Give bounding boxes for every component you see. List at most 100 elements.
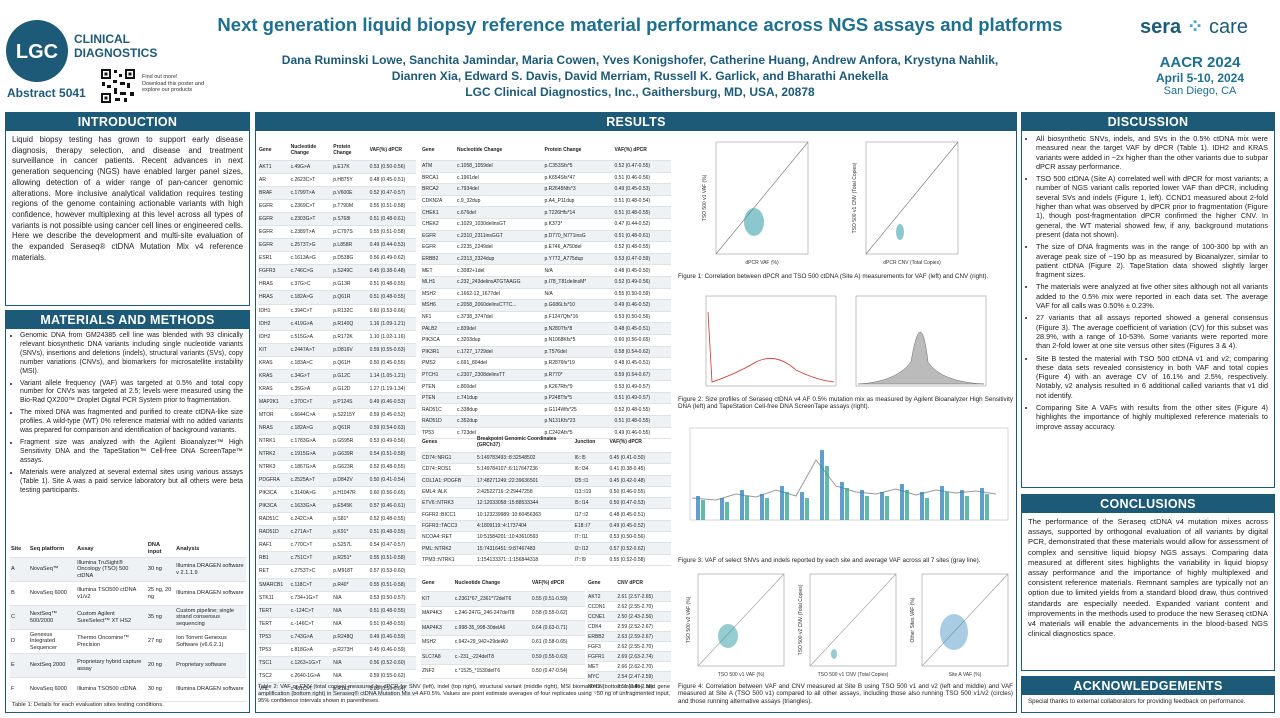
- table-row: D Genexus Integrated Sequencer Thermo Onco…: [10, 629, 246, 654]
- table-cell: EML4::ALK: [421, 486, 476, 499]
- table-cell: RAD51C: [258, 512, 290, 527]
- table-row: PALB2 c.839del p.N280Tfs*8 0.48 (0.45-0.51): [421, 322, 671, 335]
- table-cell: KRAS: [258, 382, 290, 396]
- table-cell: 0.51 (0.49-0.57): [613, 392, 671, 405]
- table-cell: NextSeq 2000: [28, 653, 77, 678]
- table-cell: IDH2: [258, 330, 290, 344]
- table-cell: p.G686Lfs*10: [543, 299, 614, 312]
- table-cell: 1.16 (1.09-1.21): [368, 317, 416, 331]
- table-row: KIT c.2447A>T p.D816V 0.59 (0.55-0.63): [258, 343, 416, 357]
- indel-table: Gene Nucleotide Change Protein Change VAF(%…: [421, 140, 671, 440]
- table-cell: 0.56 (0.52-0.60): [368, 656, 416, 670]
- table-cell: 0.58 (0.54-0.62): [613, 346, 671, 359]
- table-cell: I13::I19: [573, 486, 609, 499]
- table-cell: F: [10, 677, 29, 702]
- table-cell: EGFR: [258, 199, 290, 214]
- table-cell: N/A: [332, 617, 369, 631]
- table-cell: c.1662-12_1677del: [456, 288, 544, 301]
- bullet: TSO 500 ctDNA (Site A) correlated well w…: [1036, 174, 1268, 239]
- table-cell: Proprietary hybrid capture assay: [76, 653, 147, 678]
- methods-list: Genomic DNA from GM24385 cell line was b…: [6, 329, 249, 495]
- table-cell: c.691_804del: [456, 357, 544, 370]
- table-row: MET c.3082+1del N/A 0.48 (0.45-0.50): [421, 264, 671, 277]
- table-cell: Custom pipeline; single strand consensus…: [175, 605, 246, 630]
- table-row: EGFR c.2369C>T p.T790M 0.55 (0.51-0.58): [258, 199, 416, 214]
- table-cell: c.1799T>A: [289, 186, 333, 201]
- table-cell: p.E17K: [332, 160, 369, 175]
- table-row: KRAS c.34G>T p.G12C 1.14 (1.05-1.21): [258, 369, 416, 383]
- table-cell: c.338dup: [456, 403, 544, 417]
- table-cell: 0.57 (0.52-0.62): [608, 542, 671, 555]
- table-row: NTRK1 c.1783G>A p.G595R 0.53 (0.49-0.56): [258, 434, 416, 449]
- table-cell: 5:149784107::6:117647236: [476, 463, 574, 476]
- table-cell: 2.59 (2.52-2.67): [616, 621, 671, 632]
- table-cell: 0.51 (0.48-0.55): [368, 604, 416, 618]
- table-row: IDH2 c.419G>A p.R140Q 1.16 (1.09-1.21): [258, 317, 416, 331]
- table-row: PDGFRA c.2525A>T p.D842V 0.50 (0.41-0.54): [258, 473, 416, 488]
- table-cell: N/A: [543, 288, 614, 301]
- axis-label: Site A VAF (%): [949, 672, 982, 678]
- org-name: CLINICAL DIAGNOSTICS: [74, 32, 157, 60]
- table-cell: 0.57 (0.46-0.61): [368, 499, 416, 514]
- table-row: CCDN1 2.62 (2.55-2.70): [587, 601, 671, 612]
- table-cell: p.H875Y: [332, 173, 369, 188]
- table-cell: c.2361*67_2361*72delT6: [453, 591, 531, 607]
- table-cell: HRAS: [258, 290, 290, 305]
- abstract-number: Abstract 5041: [7, 86, 86, 100]
- table-row: FGFR3 c.746C>G p.S249C 0.45 (0.38-0.48): [258, 264, 416, 279]
- table-cell: E: [10, 653, 29, 678]
- column-header: Analysis: [175, 541, 246, 558]
- table-cell: 15:74316451::9:87467483: [476, 542, 574, 555]
- section-heading: ACKNOWLEDGEMENTS: [1022, 677, 1274, 695]
- table-row: PIK3CA c.3203dup p.N1068Kfs*5 0.60 (0.56-0.…: [421, 334, 671, 347]
- table-cell: c.246-247G_246-247delT8: [453, 606, 531, 621]
- table-cell: p.G13R: [332, 277, 369, 292]
- table-row: ATM c.1058_1059del p.C353Sfs*5 0.52 (0.47-0…: [421, 160, 671, 173]
- table-row: PTEN c.741dup p.P248Tfs*5 0.51 (0.49-0.57): [421, 392, 671, 405]
- table-row: TSC1 c.1263+1G>T N/A 0.56 (0.52-0.60): [258, 656, 416, 670]
- table-cell: 0.64 (0.63-0.71): [530, 620, 585, 636]
- table-cell: RET: [258, 564, 290, 579]
- table-cell: 0.50 (0.47-0.53): [608, 497, 671, 510]
- table-cell: BRCA2: [421, 183, 456, 196]
- table-cell: 0.53 (0.49-0.57): [613, 380, 671, 393]
- table-cell: Illumina TSO500 ctDNA: [76, 677, 147, 702]
- table-cell: 0.41 (0.38-0.45): [608, 463, 671, 476]
- table-cell: 0.49 (0.46-0.53): [368, 395, 416, 409]
- table-cell: 0.56 (0.49-0.62): [368, 251, 416, 266]
- column-header: Breakpoint Genomic Coordinates (GRCh37): [476, 432, 574, 453]
- table-row: RB1 c.751C>T p.R251* 0.55 (0.51-0.58): [258, 551, 416, 566]
- table-row: CD74::ROS1 5:149784107::6:117647236 I6::I3…: [421, 463, 671, 476]
- table-cell: Custom Agilent SureSelect™ XT HS2: [76, 605, 147, 630]
- column-header: CNV dPCR: [616, 575, 671, 592]
- header-row: Genes Breakpoint Genomic Coordinates (GRC…: [421, 432, 671, 453]
- table-cell: 0.52 (0.48-0.55): [368, 460, 416, 475]
- table-cell: ERBB2: [421, 253, 456, 266]
- column-header: VAF(%) dPCR: [608, 432, 671, 453]
- author-line: Dana Ruminski Lowe, Sanchita Jamindar, M…: [281, 53, 999, 67]
- table-cell: N/A: [332, 591, 369, 605]
- fusion-table: Genes Breakpoint Genomic Coordinates (GRC…: [421, 432, 671, 566]
- table-cell: TPM3::NTRK1: [421, 554, 476, 566]
- table-cell: c.352dup: [456, 415, 544, 428]
- table-cell: 30 ng: [146, 557, 176, 582]
- table-cell: c.2389T>A: [289, 225, 333, 240]
- table-cell: c.183A>C: [289, 356, 333, 370]
- discussion-panel: DISCUSSION All biosynthetic SNVs, indels…: [1021, 112, 1275, 488]
- logo-dot: ⁘: [1181, 16, 1210, 38]
- table-cell: 35 ng: [146, 605, 176, 630]
- table-cell: 0.55 (0.51-0.58): [368, 225, 416, 240]
- table-cell: 0.49 (0.46-0.52): [613, 299, 671, 312]
- qr-code: [100, 68, 136, 104]
- table-cell: 0.60 (0.53-0.66): [368, 304, 416, 318]
- table-cell: Ion Torrent Genexus Software (v6.6.2.1): [175, 629, 246, 654]
- column-header: Protein Change: [332, 140, 369, 161]
- table-cell: NCOA4::RET: [421, 531, 476, 544]
- table-cell: PTEN: [421, 392, 456, 405]
- qr-line: explore our products: [142, 87, 193, 93]
- table-cell: KRAS: [258, 369, 290, 383]
- header-row: Gene Nucleotide Change Protein Change VAF(%…: [258, 140, 416, 161]
- table-cell: I5::I14: [573, 497, 609, 510]
- table-cell: 27 ng: [146, 629, 176, 654]
